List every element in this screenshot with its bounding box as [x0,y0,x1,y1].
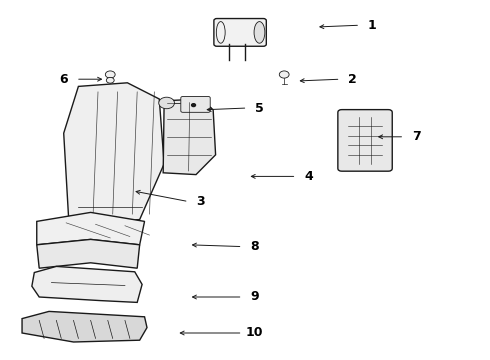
Text: 10: 10 [246,327,264,339]
Polygon shape [163,99,216,175]
Text: 9: 9 [250,291,259,303]
Polygon shape [64,83,164,221]
Text: 8: 8 [250,240,259,253]
Polygon shape [37,239,140,268]
Circle shape [279,71,289,78]
Polygon shape [22,311,147,342]
Circle shape [192,104,196,107]
Polygon shape [37,212,145,245]
Text: 2: 2 [348,73,357,86]
Text: 4: 4 [304,170,313,183]
Text: 5: 5 [255,102,264,114]
FancyBboxPatch shape [181,96,210,112]
Polygon shape [32,266,142,302]
Text: 6: 6 [59,73,68,86]
Circle shape [105,71,115,78]
Circle shape [159,97,174,109]
Circle shape [106,77,114,83]
Ellipse shape [217,22,225,43]
Text: 3: 3 [196,195,205,208]
FancyBboxPatch shape [214,18,267,46]
Ellipse shape [254,22,265,43]
Text: 1: 1 [368,19,377,32]
Text: 7: 7 [412,130,421,143]
FancyBboxPatch shape [338,109,392,171]
